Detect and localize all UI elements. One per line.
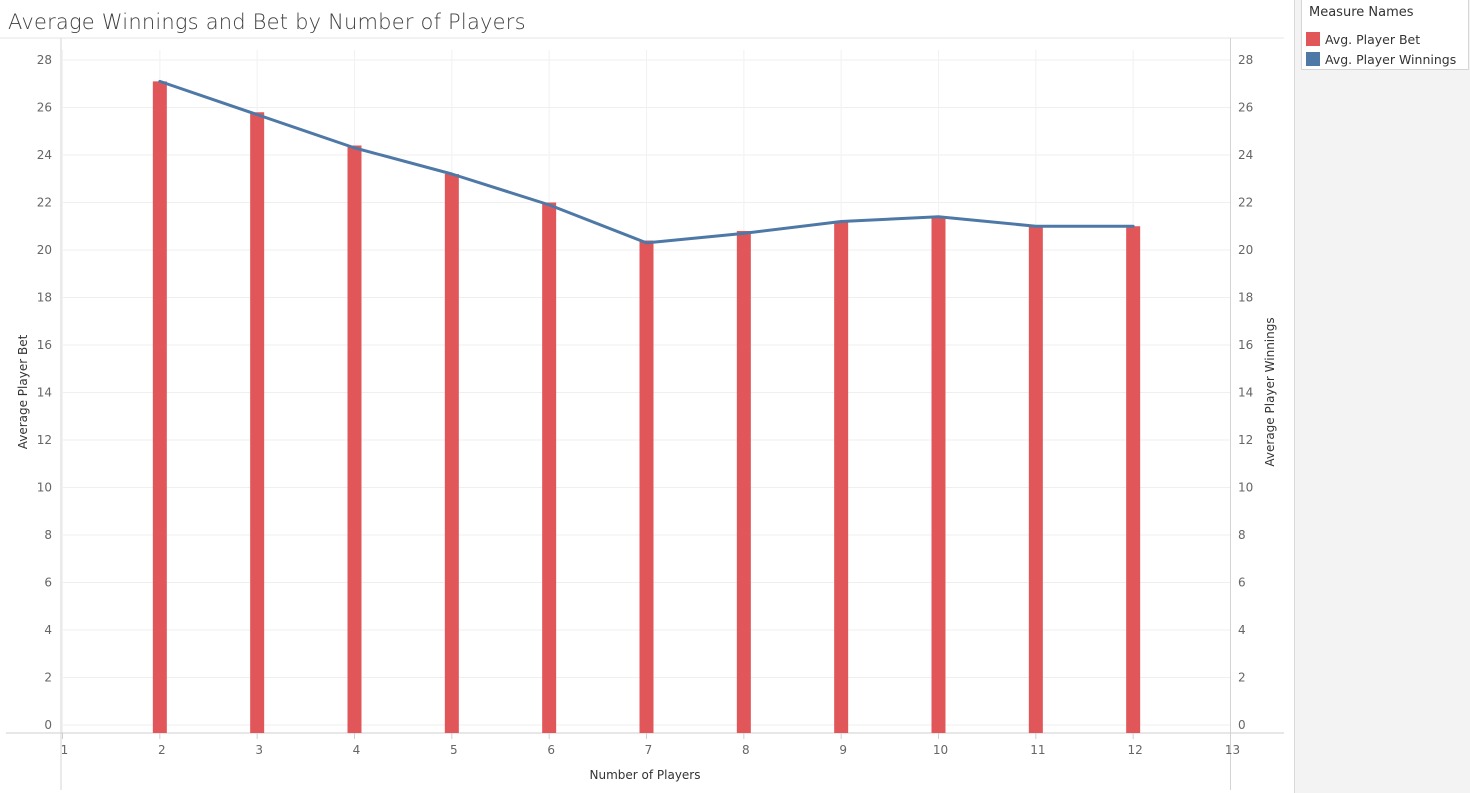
y2-tick-label: 14 — [1238, 386, 1253, 400]
y-tick-label: 10 — [37, 481, 52, 495]
y2-tick-label: 18 — [1238, 291, 1253, 305]
x-tick-label: 1 — [61, 743, 69, 757]
chart-title: Average Winnings and Bet by Number of Pl… — [8, 10, 526, 34]
bar-avg-player-bet — [250, 112, 265, 733]
bar-avg-player-bet — [1028, 226, 1043, 733]
y2-tick-label: 16 — [1238, 338, 1253, 352]
line-avg-player-winnings — [158, 79, 1135, 245]
y2-tick-label: 12 — [1238, 433, 1253, 447]
y2-tick-label: 26 — [1238, 101, 1253, 115]
bar-avg-player-bet — [444, 174, 459, 733]
bar-avg-player-bet — [931, 216, 946, 733]
y2-tick-label: 28 — [1238, 53, 1253, 67]
y-tick-label: 26 — [37, 101, 52, 115]
bar-avg-player-bet — [834, 221, 849, 733]
y-axis-title: Average Player Bet — [16, 334, 30, 449]
legend-title: Measure Names — [1309, 5, 1414, 20]
x-tick-label: 4 — [353, 743, 361, 757]
bar-avg-player-bet — [542, 202, 557, 733]
x-tick-label: 11 — [1030, 743, 1045, 757]
y-tick-label: 16 — [37, 338, 52, 352]
y-tick-label: 12 — [37, 433, 52, 447]
x-tick-label: 3 — [255, 743, 263, 757]
y-tick-label: 18 — [37, 291, 52, 305]
legend-panel: Measure Names Avg. Player Bet Avg. Playe… — [1294, 0, 1470, 793]
y-tick-label: 4 — [44, 623, 52, 637]
y-tick-label: 2 — [44, 671, 52, 685]
legend-item-avg-player-bet[interactable]: Avg. Player Bet — [1306, 30, 1420, 48]
y2-tick-label: 10 — [1238, 481, 1253, 495]
legend-item-avg-player-winnings[interactable]: Avg. Player Winnings — [1306, 50, 1456, 68]
bar-avg-player-bet — [152, 81, 167, 733]
x-tick-label: 13 — [1225, 743, 1240, 757]
y-tick-label: 22 — [37, 196, 52, 210]
x-tick-label: 6 — [547, 743, 555, 757]
y2-tick-label: 20 — [1238, 243, 1253, 257]
y2-tick-label: 2 — [1238, 671, 1246, 685]
chart-plot: 0246810121416182022242628024681012141618… — [0, 37, 1284, 790]
x-tick-label: 10 — [933, 743, 948, 757]
bar-avg-player-bet — [347, 145, 362, 733]
legend-label: Avg. Player Bet — [1325, 31, 1421, 47]
y-tick-label: 20 — [37, 243, 52, 257]
legend-swatch-winnings — [1306, 52, 1320, 66]
legend: Measure Names Avg. Player Bet Avg. Playe… — [1301, 0, 1469, 70]
y2-tick-label: 4 — [1238, 623, 1246, 637]
y2-tick-label: 24 — [1238, 148, 1253, 162]
x-tick-label: 5 — [450, 743, 458, 757]
y2-tick-label: 0 — [1238, 718, 1246, 732]
bar-avg-player-bet — [639, 240, 654, 733]
y-tick-label: 14 — [37, 386, 52, 400]
x-axis-title: Number of Players — [590, 768, 701, 782]
line-series — [158, 79, 1135, 245]
y-tick-label: 6 — [44, 576, 52, 590]
y2-axis-title: Average Player Winnings — [1263, 317, 1277, 466]
bar-series — [152, 81, 1141, 733]
y-tick-label: 8 — [44, 528, 52, 542]
bar-avg-player-bet — [736, 231, 751, 733]
tick-labels: 0246810121416182022242628024681012141618… — [37, 53, 1254, 757]
x-tick-label: 12 — [1128, 743, 1143, 757]
x-tick-label: 7 — [645, 743, 653, 757]
bar-avg-player-bet — [1126, 226, 1141, 733]
x-tick-label: 9 — [839, 743, 847, 757]
y2-tick-label: 22 — [1238, 196, 1253, 210]
y-tick-label: 0 — [44, 718, 52, 732]
y-tick-label: 28 — [37, 53, 52, 67]
y2-tick-label: 8 — [1238, 528, 1246, 542]
legend-swatch-bet — [1306, 32, 1320, 46]
legend-label: Avg. Player Winnings — [1325, 51, 1457, 67]
y-tick-label: 24 — [37, 148, 52, 162]
x-tick-label: 8 — [742, 743, 750, 757]
x-tick-label: 2 — [158, 743, 166, 757]
y2-tick-label: 6 — [1238, 576, 1246, 590]
